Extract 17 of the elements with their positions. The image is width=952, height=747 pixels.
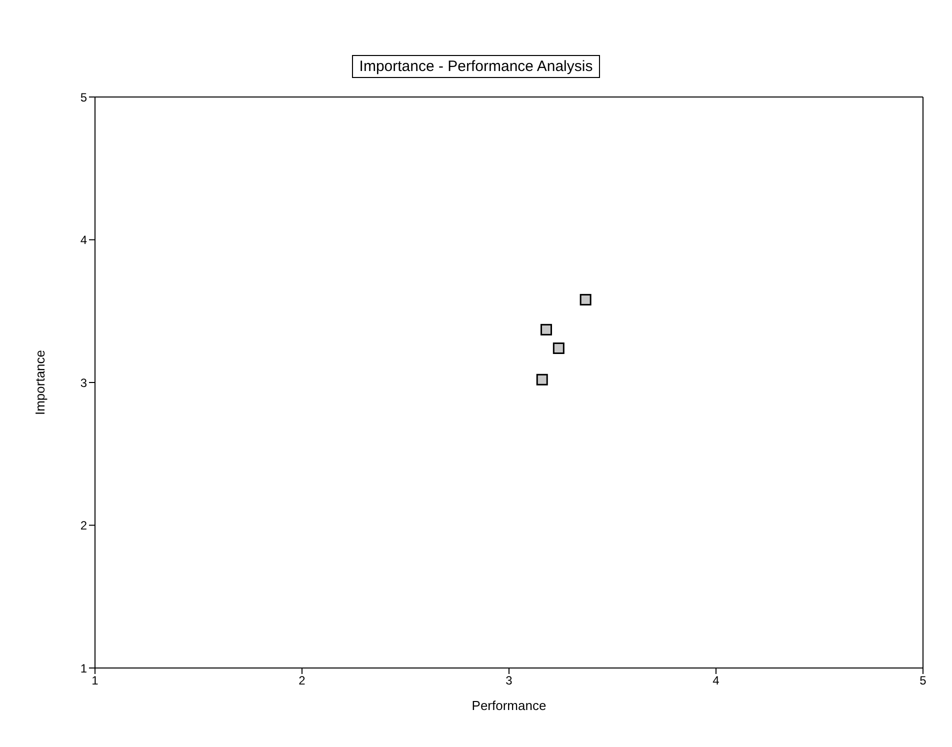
y-tick-label: 3 xyxy=(80,376,88,390)
x-tick-label: 5 xyxy=(920,674,927,688)
point xyxy=(540,324,552,336)
x-tick-label: 2 xyxy=(298,674,306,688)
y-axis-title: Importance xyxy=(32,350,48,416)
y-tick-label: 1 xyxy=(80,661,88,676)
x-axis-title: Performance xyxy=(472,698,546,713)
x-tick-label: 1 xyxy=(92,674,99,688)
point xyxy=(536,374,548,386)
y-tick-label: 4 xyxy=(80,233,88,248)
x-tick-label: 3 xyxy=(506,674,513,688)
point xyxy=(580,294,592,306)
point xyxy=(552,342,564,354)
chart-title: Importance - Performance Analysis xyxy=(352,55,600,78)
x-tick-label: 4 xyxy=(712,674,720,688)
y-tick-label: 2 xyxy=(80,518,88,533)
y-tick-label: 5 xyxy=(80,90,88,104)
